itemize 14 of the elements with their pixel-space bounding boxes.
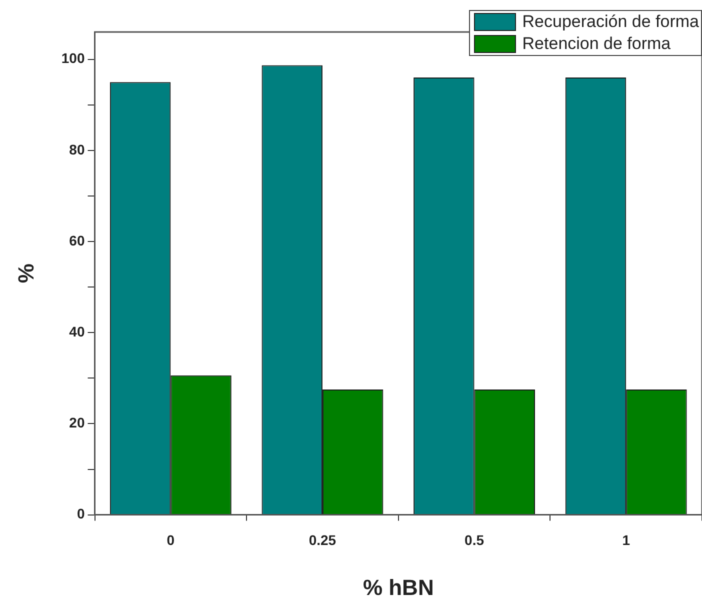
y-tick-label: 20 <box>69 414 85 431</box>
x-tick-label: 0 <box>166 532 175 548</box>
y-tick-label: 100 <box>61 50 85 66</box>
x-tick-label: 0.5 <box>464 532 484 548</box>
legend-label: Retencion de forma <box>522 34 671 54</box>
x-tick-label: 0.25 <box>308 532 336 548</box>
y-tick-label: 60 <box>69 232 85 248</box>
y-tick-label: 0 <box>76 506 85 522</box>
y-tick-label: 40 <box>69 323 85 340</box>
legend-label: Recuperación de forma <box>522 12 699 32</box>
y-tick-label: 80 <box>69 141 85 158</box>
y-axis-title: % <box>13 264 38 284</box>
x-axis-title: % hBN <box>362 574 434 600</box>
x-tick-label: 1 <box>622 532 630 548</box>
